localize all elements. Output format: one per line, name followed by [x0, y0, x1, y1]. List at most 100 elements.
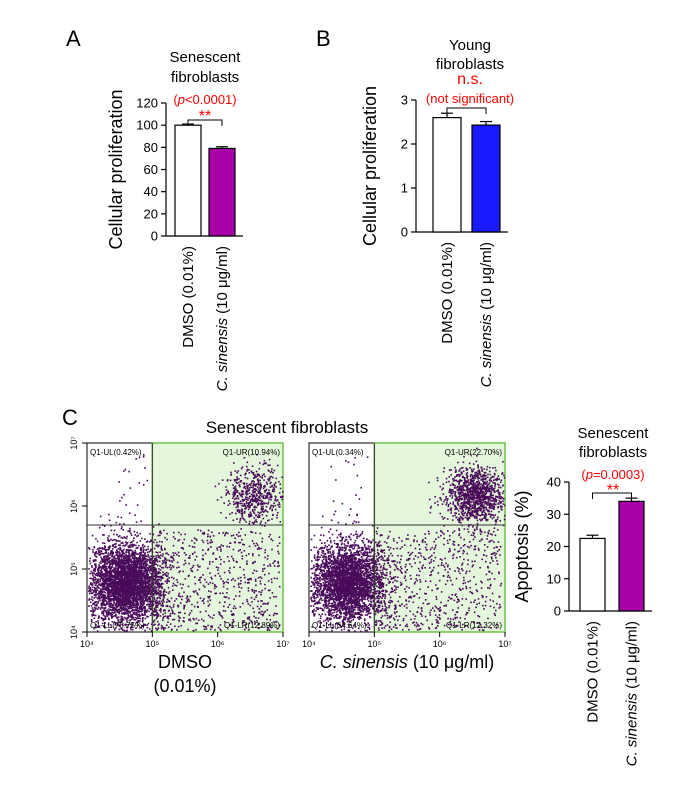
event-dot [256, 544, 259, 546]
event-dot [245, 472, 247, 475]
event-dot [144, 624, 147, 626]
event-dot [119, 565, 122, 568]
event-dot [142, 592, 144, 594]
event-dot [104, 547, 106, 550]
event-dot [273, 577, 276, 580]
event-dot [195, 617, 198, 620]
event-dot [130, 532, 132, 535]
event-dot [155, 569, 157, 572]
event-dot [254, 520, 256, 523]
event-dot [117, 585, 119, 587]
event-dot [104, 568, 107, 570]
event-dot [149, 598, 151, 601]
event-dot [138, 571, 140, 573]
event-dot [131, 578, 133, 580]
event-dot [164, 557, 166, 559]
event-dot [143, 553, 146, 555]
event-dot [176, 581, 179, 584]
event-dot [156, 620, 159, 623]
event-dot [155, 551, 157, 553]
event-dot [235, 502, 237, 504]
event-dot [144, 591, 147, 594]
event-dot [141, 568, 143, 570]
event-dot [242, 490, 245, 493]
event-dot [110, 538, 112, 541]
event-dot [92, 609, 94, 611]
event-dot [112, 571, 115, 574]
event-dot [144, 582, 146, 584]
event-dot [132, 590, 134, 593]
event-dot [122, 584, 124, 586]
event-dot [148, 579, 151, 582]
event-dot [120, 609, 123, 612]
event-dot [98, 551, 100, 553]
event-dot [122, 618, 124, 621]
event-dot [228, 492, 231, 495]
event-dot [99, 553, 101, 556]
event-dot [119, 581, 121, 584]
bar-c-sinensis [618, 500, 645, 612]
y-tick-label: 2 [401, 137, 408, 152]
event-dot [119, 523, 121, 525]
event-dot [114, 584, 117, 586]
event-dot [149, 597, 152, 600]
event-dot [103, 591, 105, 593]
event-dot [234, 491, 236, 494]
event-dot [131, 628, 134, 631]
event-dot [134, 534, 137, 536]
event-dot [141, 600, 144, 603]
event-dot [136, 621, 139, 624]
event-dot [276, 464, 279, 467]
event-dot [260, 577, 263, 580]
event-dot [139, 620, 141, 622]
event-dot [115, 575, 118, 577]
event-dot [253, 491, 255, 494]
event-dot [116, 583, 119, 585]
event-dot [225, 581, 228, 583]
event-dot [101, 552, 103, 555]
event-dot [160, 576, 162, 579]
event-dot [127, 615, 130, 617]
event-dot [271, 539, 274, 542]
event-dot [158, 584, 160, 586]
event-dot [95, 626, 98, 629]
event-dot [277, 562, 280, 565]
event-dot [119, 547, 122, 549]
event-dot [204, 552, 207, 555]
event-dot [273, 621, 275, 623]
event-dot [91, 596, 93, 598]
event-dot [112, 578, 115, 581]
event-dot [146, 595, 148, 598]
event-dot [253, 620, 256, 623]
event-dot [193, 546, 196, 548]
event-dot [203, 628, 206, 631]
event-dot [117, 548, 120, 550]
event-dot [187, 557, 190, 559]
event-dot [232, 557, 234, 560]
event-dot [247, 505, 249, 508]
event-dot [259, 482, 262, 484]
event-dot [276, 613, 278, 615]
event-dot [89, 592, 91, 594]
event-dot [258, 611, 260, 614]
event-dot [137, 580, 139, 582]
event-dot [274, 481, 277, 484]
event-dot [140, 562, 142, 564]
event-dot [157, 588, 160, 591]
event-dot [101, 573, 103, 576]
event-dot [115, 571, 118, 573]
event-dot [125, 630, 128, 632]
event-dot [114, 557, 117, 560]
event-dot [139, 596, 142, 598]
event-dot [265, 481, 268, 484]
event-dot [107, 585, 110, 587]
event-dot [153, 597, 155, 600]
event-dot [259, 576, 262, 578]
event-dot [246, 498, 248, 501]
event-dot [119, 544, 122, 546]
event-dot [157, 591, 160, 593]
event-dot [194, 590, 197, 592]
event-dot [115, 564, 118, 566]
event-dot [114, 582, 116, 584]
event-dot [146, 589, 148, 591]
